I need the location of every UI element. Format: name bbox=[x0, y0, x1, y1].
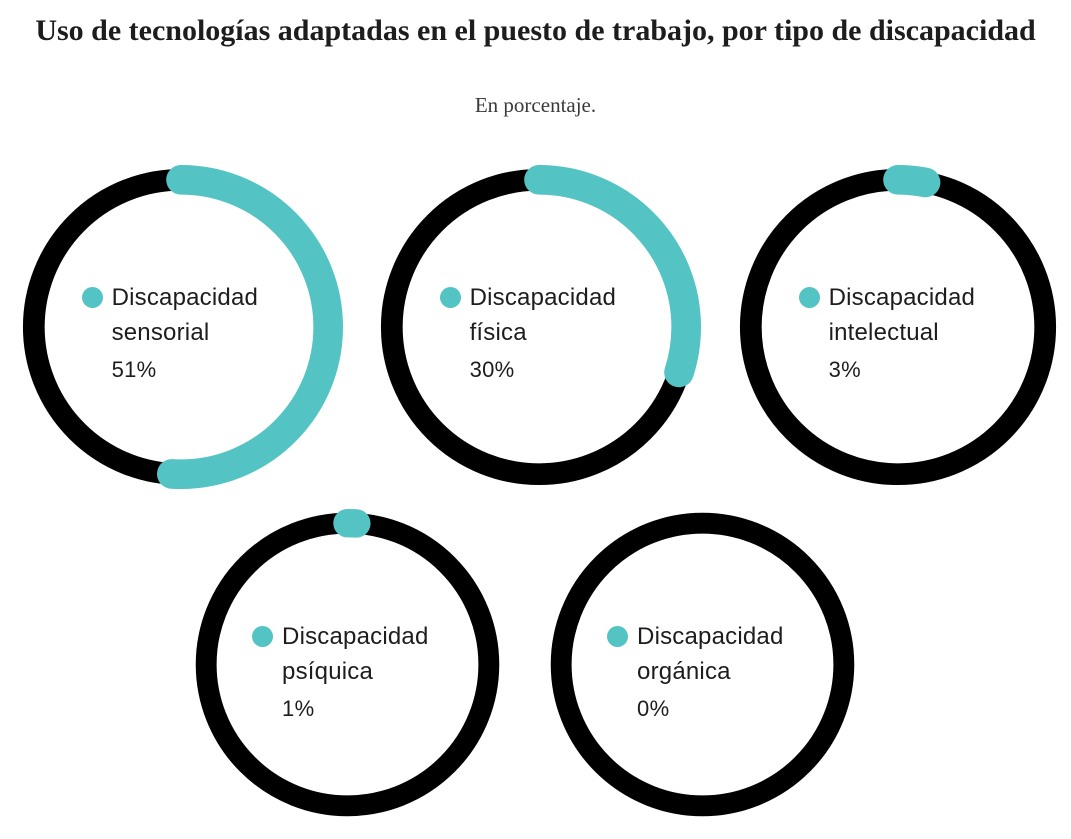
donut-value-label: 0% bbox=[637, 696, 670, 722]
donut-label-line2: orgánica bbox=[637, 658, 731, 686]
legend-dot-icon bbox=[439, 286, 461, 308]
legend-dot-icon bbox=[607, 626, 629, 648]
ring-value-arc bbox=[191, 508, 504, 821]
ring-track bbox=[550, 512, 855, 817]
donut-legend: Discapacidad sensorial 51% bbox=[81, 280, 259, 386]
donut-discapacidad-psiquica: Discapacidad psíquica 1% bbox=[191, 508, 504, 821]
donut-label-line1: Discapacidad bbox=[111, 283, 259, 311]
donut-label-line2: psíquica bbox=[282, 658, 374, 686]
donut-label-line1: Discapacidad bbox=[282, 623, 429, 651]
donut-label-line2: sensorial bbox=[111, 318, 210, 346]
donut-ring-graphic bbox=[18, 164, 344, 490]
donut-ring-graphic bbox=[550, 512, 855, 817]
donut-value-label: 30% bbox=[469, 356, 515, 382]
donut-ring-graphic bbox=[376, 164, 702, 490]
donut-label-line1: Discapacidad bbox=[828, 283, 976, 311]
ring-value-arc bbox=[376, 164, 702, 490]
donut-value-label: 3% bbox=[828, 356, 861, 382]
legend-dot-icon bbox=[81, 286, 103, 308]
donut-label-line1: Discapacidad bbox=[469, 283, 617, 311]
donut-label-line1: Discapacidad bbox=[637, 623, 784, 651]
donut-ring-graphic bbox=[735, 164, 1061, 490]
legend-dot-icon bbox=[252, 626, 274, 648]
chart-title: Uso de tecnologías adaptadas en el puest… bbox=[35, 14, 1036, 47]
chart-subtitle: En porcentaje. bbox=[474, 93, 597, 117]
legend-dot-icon bbox=[798, 286, 820, 308]
ring-value-arc bbox=[18, 164, 344, 490]
donut-value-label: 51% bbox=[111, 356, 157, 382]
donut-discapacidad-organica: Discapacidad orgánica 0% bbox=[546, 508, 859, 821]
donut-ring-graphic bbox=[191, 508, 504, 821]
donut-discapacidad-intelectual: Discapacidad intelectual 3% bbox=[735, 164, 1061, 490]
donut-value-label: 1% bbox=[282, 696, 315, 722]
donut-legend: Discapacidad orgánica 0% bbox=[607, 619, 783, 725]
donut-label-line2: física bbox=[469, 318, 527, 346]
donut-legend: Discapacidad intelectual 3% bbox=[798, 280, 976, 386]
donut-label-line2: intelectual bbox=[828, 318, 939, 346]
donut-discapacidad-fisica: Discapacidad física 30% bbox=[376, 164, 702, 490]
ring-value-arc bbox=[735, 164, 1061, 490]
donut-legend: Discapacidad psíquica 1% bbox=[252, 619, 428, 725]
donut-discapacidad-sensorial: Discapacidad sensorial 51% bbox=[18, 164, 344, 490]
donut-legend: Discapacidad física 30% bbox=[439, 280, 617, 386]
